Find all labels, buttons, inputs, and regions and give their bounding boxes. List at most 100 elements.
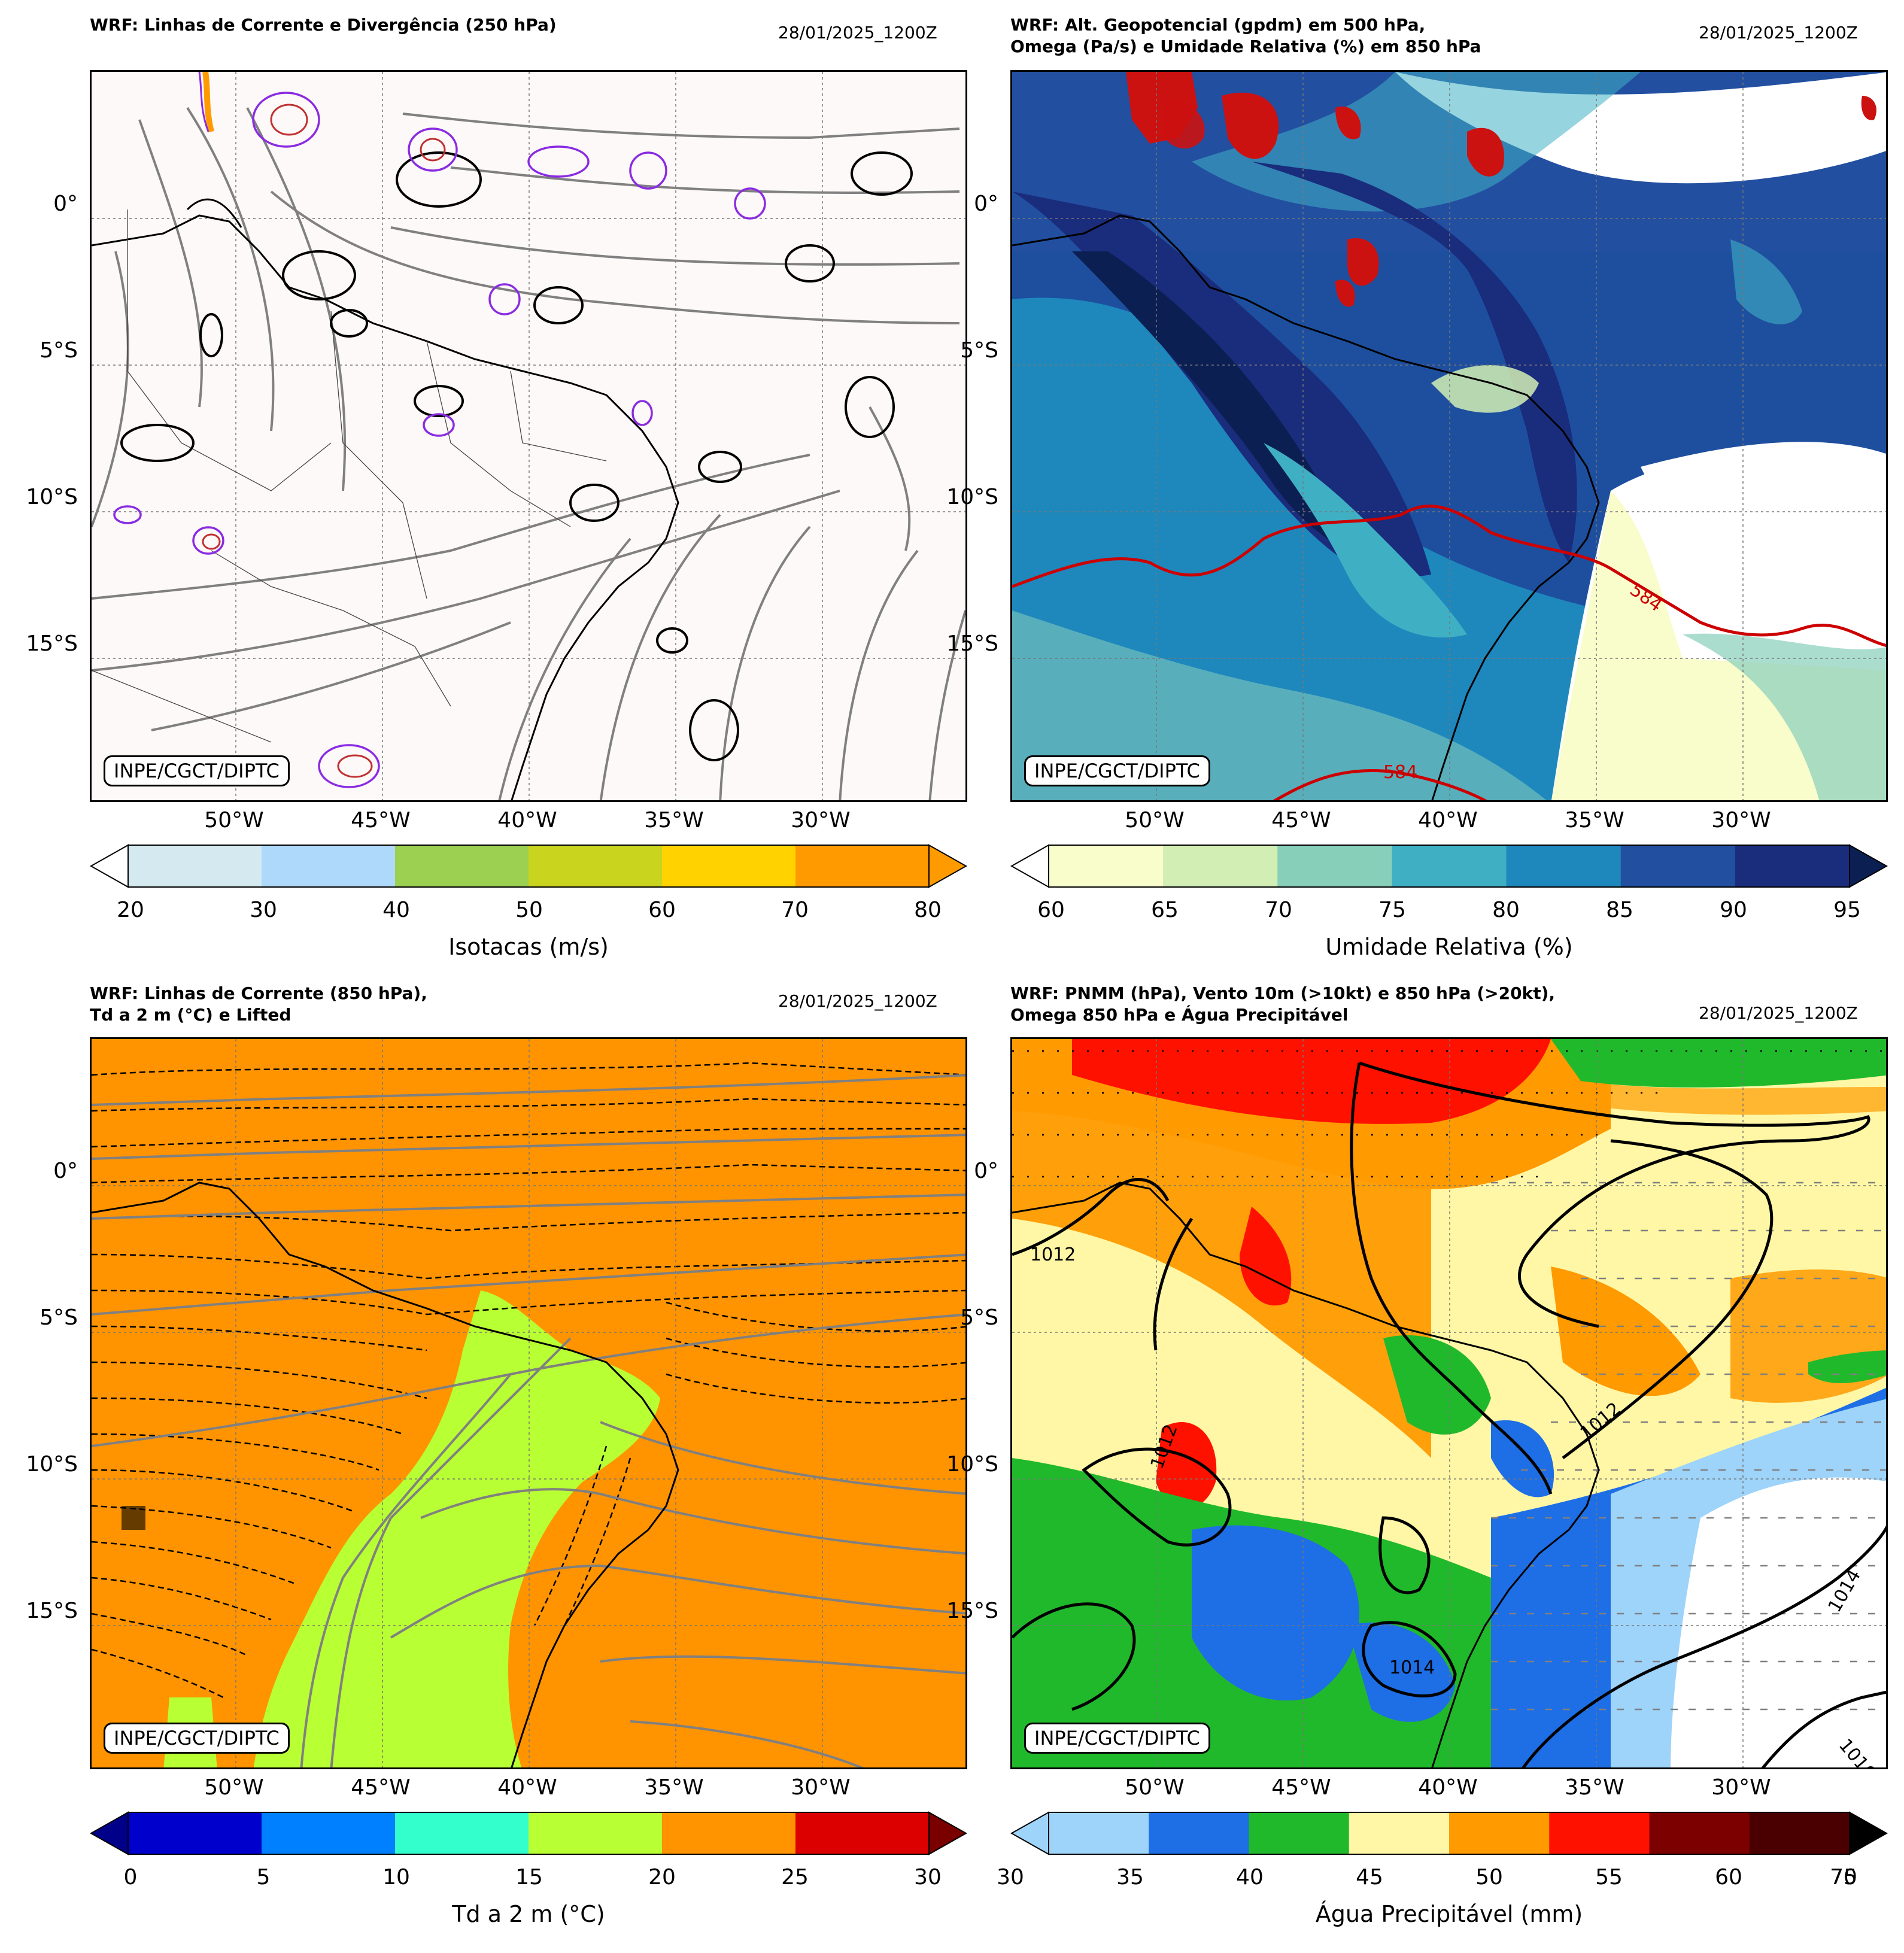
colorbar (1010, 1811, 1888, 1855)
panel-date: 28/01/2025_1200Z (778, 991, 937, 1011)
credit-label: INPE/CGCT/DIPTC (1024, 1723, 1210, 1754)
lon-label: 30°W (1711, 1775, 1771, 1800)
colorbar-tick: 70 (1830, 1865, 1857, 1890)
colorbar-tick: 40 (382, 898, 410, 922)
colorbar-tick: 60 (1037, 898, 1065, 922)
colorbar-tick: 65 (1151, 898, 1179, 922)
colorbar-tick: 95 (1833, 898, 1861, 922)
colorbar-tick: 40 (1236, 1865, 1264, 1890)
map-area: 584 584 INPE/CGCT/DIPTC (1010, 70, 1888, 802)
colorbar-over-triangle (1849, 1811, 1888, 1855)
lat-label: 5°S (960, 338, 998, 363)
colorbar-segment (795, 845, 930, 887)
colorbar-segment (795, 1812, 930, 1854)
colorbar-segment (1649, 1812, 1750, 1854)
panel-date: 28/01/2025_1200Z (1699, 1003, 1858, 1023)
lon-label: 45°W (351, 808, 411, 833)
colorbar-segment (128, 1812, 262, 1854)
colorbar-segment (1506, 845, 1621, 887)
map-graphics (92, 72, 965, 800)
colorbar-tick: 55 (1595, 1865, 1623, 1890)
credit-label: INPE/CGCT/DIPTC (1024, 755, 1210, 786)
lon-label: 50°W (204, 1775, 264, 1800)
colorbar-tick: 15 (515, 1865, 543, 1890)
colorbar-tick: 20 (648, 1865, 676, 1890)
map-graphics: 584 584 (1012, 72, 1886, 800)
lat-label: 15°S (26, 1599, 78, 1623)
colorbar-tick: 20 (117, 898, 144, 922)
lon-label: 40°W (497, 1775, 557, 1800)
colorbar-segment (529, 1812, 663, 1854)
lon-label: 40°W (497, 808, 557, 833)
colorbar-title: Td a 2 m (°C) (452, 1901, 605, 1927)
panel-title: WRF: Linhas de Corrente e Divergência (2… (90, 15, 557, 35)
colorbar-over-triangle (928, 844, 967, 888)
colorbar-frame (1048, 845, 1850, 888)
colorbar-tick: 60 (648, 898, 676, 922)
lon-label: 40°W (1418, 808, 1478, 833)
colorbar-segment (395, 845, 529, 887)
lon-label: 45°W (1271, 808, 1331, 833)
colorbar-segment (262, 845, 396, 887)
lon-label: 45°W (1271, 1775, 1331, 1800)
lat-label: 5°S (40, 1305, 78, 1330)
colorbar-tick: 5 (256, 1865, 271, 1890)
lon-label: 35°W (644, 808, 704, 833)
colorbar-over-triangle (1849, 844, 1888, 888)
lon-label: 50°W (1125, 1775, 1185, 1800)
lon-label: 30°W (1711, 808, 1771, 833)
colorbar-segment (1749, 1812, 1850, 1854)
map-area: 1012 1012 1014 1014 1016 1012 INPE/CGCT/… (1010, 1037, 1888, 1769)
isobar-label: 1012 (1577, 1398, 1625, 1444)
colorbar-under-triangle (1010, 844, 1049, 888)
panel-date: 28/01/2025_1200Z (1699, 23, 1858, 42)
colorbar-segment (662, 845, 796, 887)
colorbar-under-triangle (90, 844, 129, 888)
lat-label: 15°S (946, 631, 998, 656)
lat-label: 15°S (946, 1599, 998, 1623)
credit-label: INPE/CGCT/DIPTC (104, 755, 290, 786)
lat-label: 10°S (946, 1452, 998, 1477)
map-area: INPE/CGCT/DIPTC (90, 1037, 967, 1769)
colorbar-tick: 30 (997, 1865, 1024, 1890)
colorbar-title: Isotacas (m/s) (448, 934, 609, 960)
colorbar-tick: 70 (1265, 898, 1292, 922)
credit-label: INPE/CGCT/DIPTC (104, 1723, 290, 1754)
colorbar-tick: 60 (1715, 1865, 1742, 1890)
lon-label: 35°W (1565, 808, 1624, 833)
colorbar (1010, 844, 1888, 888)
isobar-label: 1014 (1389, 1657, 1435, 1678)
colorbar-title: Água Precipitável (mm) (1315, 1901, 1583, 1927)
colorbar-segment (1392, 845, 1507, 887)
panel-date: 28/01/2025_1200Z (778, 23, 937, 42)
lat-label: 5°S (960, 1305, 998, 1330)
colorbar-over-triangle (928, 1811, 967, 1855)
colorbar-segment (529, 845, 663, 887)
colorbar-segment (662, 1812, 796, 1854)
lon-label: 35°W (644, 1775, 704, 1800)
colorbar-tick: 30 (250, 898, 277, 922)
colorbar-tick: 50 (515, 898, 543, 922)
colorbar-tick: 85 (1606, 898, 1633, 922)
colorbar-segment (1277, 845, 1392, 887)
colorbar-tick: 80 (914, 898, 942, 922)
lon-label: 45°W (351, 1775, 411, 1800)
colorbar-segment (395, 1812, 529, 1854)
colorbar-under-triangle (1010, 1811, 1049, 1855)
map-graphics (92, 1039, 965, 1767)
colorbar-tick: 45 (1356, 1865, 1383, 1890)
colorbar-segment (262, 1812, 396, 1854)
colorbar-segment (1620, 845, 1736, 887)
colorbar-tick: 35 (1116, 1865, 1144, 1890)
colorbar-frame (127, 1812, 930, 1855)
isobar-label: 1012 (1030, 1244, 1076, 1265)
colorbar-frame (127, 845, 930, 888)
contour-label: 584 (1383, 762, 1417, 783)
colorbar-segment (1349, 1812, 1450, 1854)
colorbar-segment (1163, 845, 1278, 887)
lon-label: 50°W (1125, 808, 1185, 833)
colorbar-segment (1049, 1812, 1149, 1854)
colorbar-tick: 25 (781, 1865, 809, 1890)
colorbar-segment (1449, 1812, 1550, 1854)
lon-label: 40°W (1418, 1775, 1478, 1800)
